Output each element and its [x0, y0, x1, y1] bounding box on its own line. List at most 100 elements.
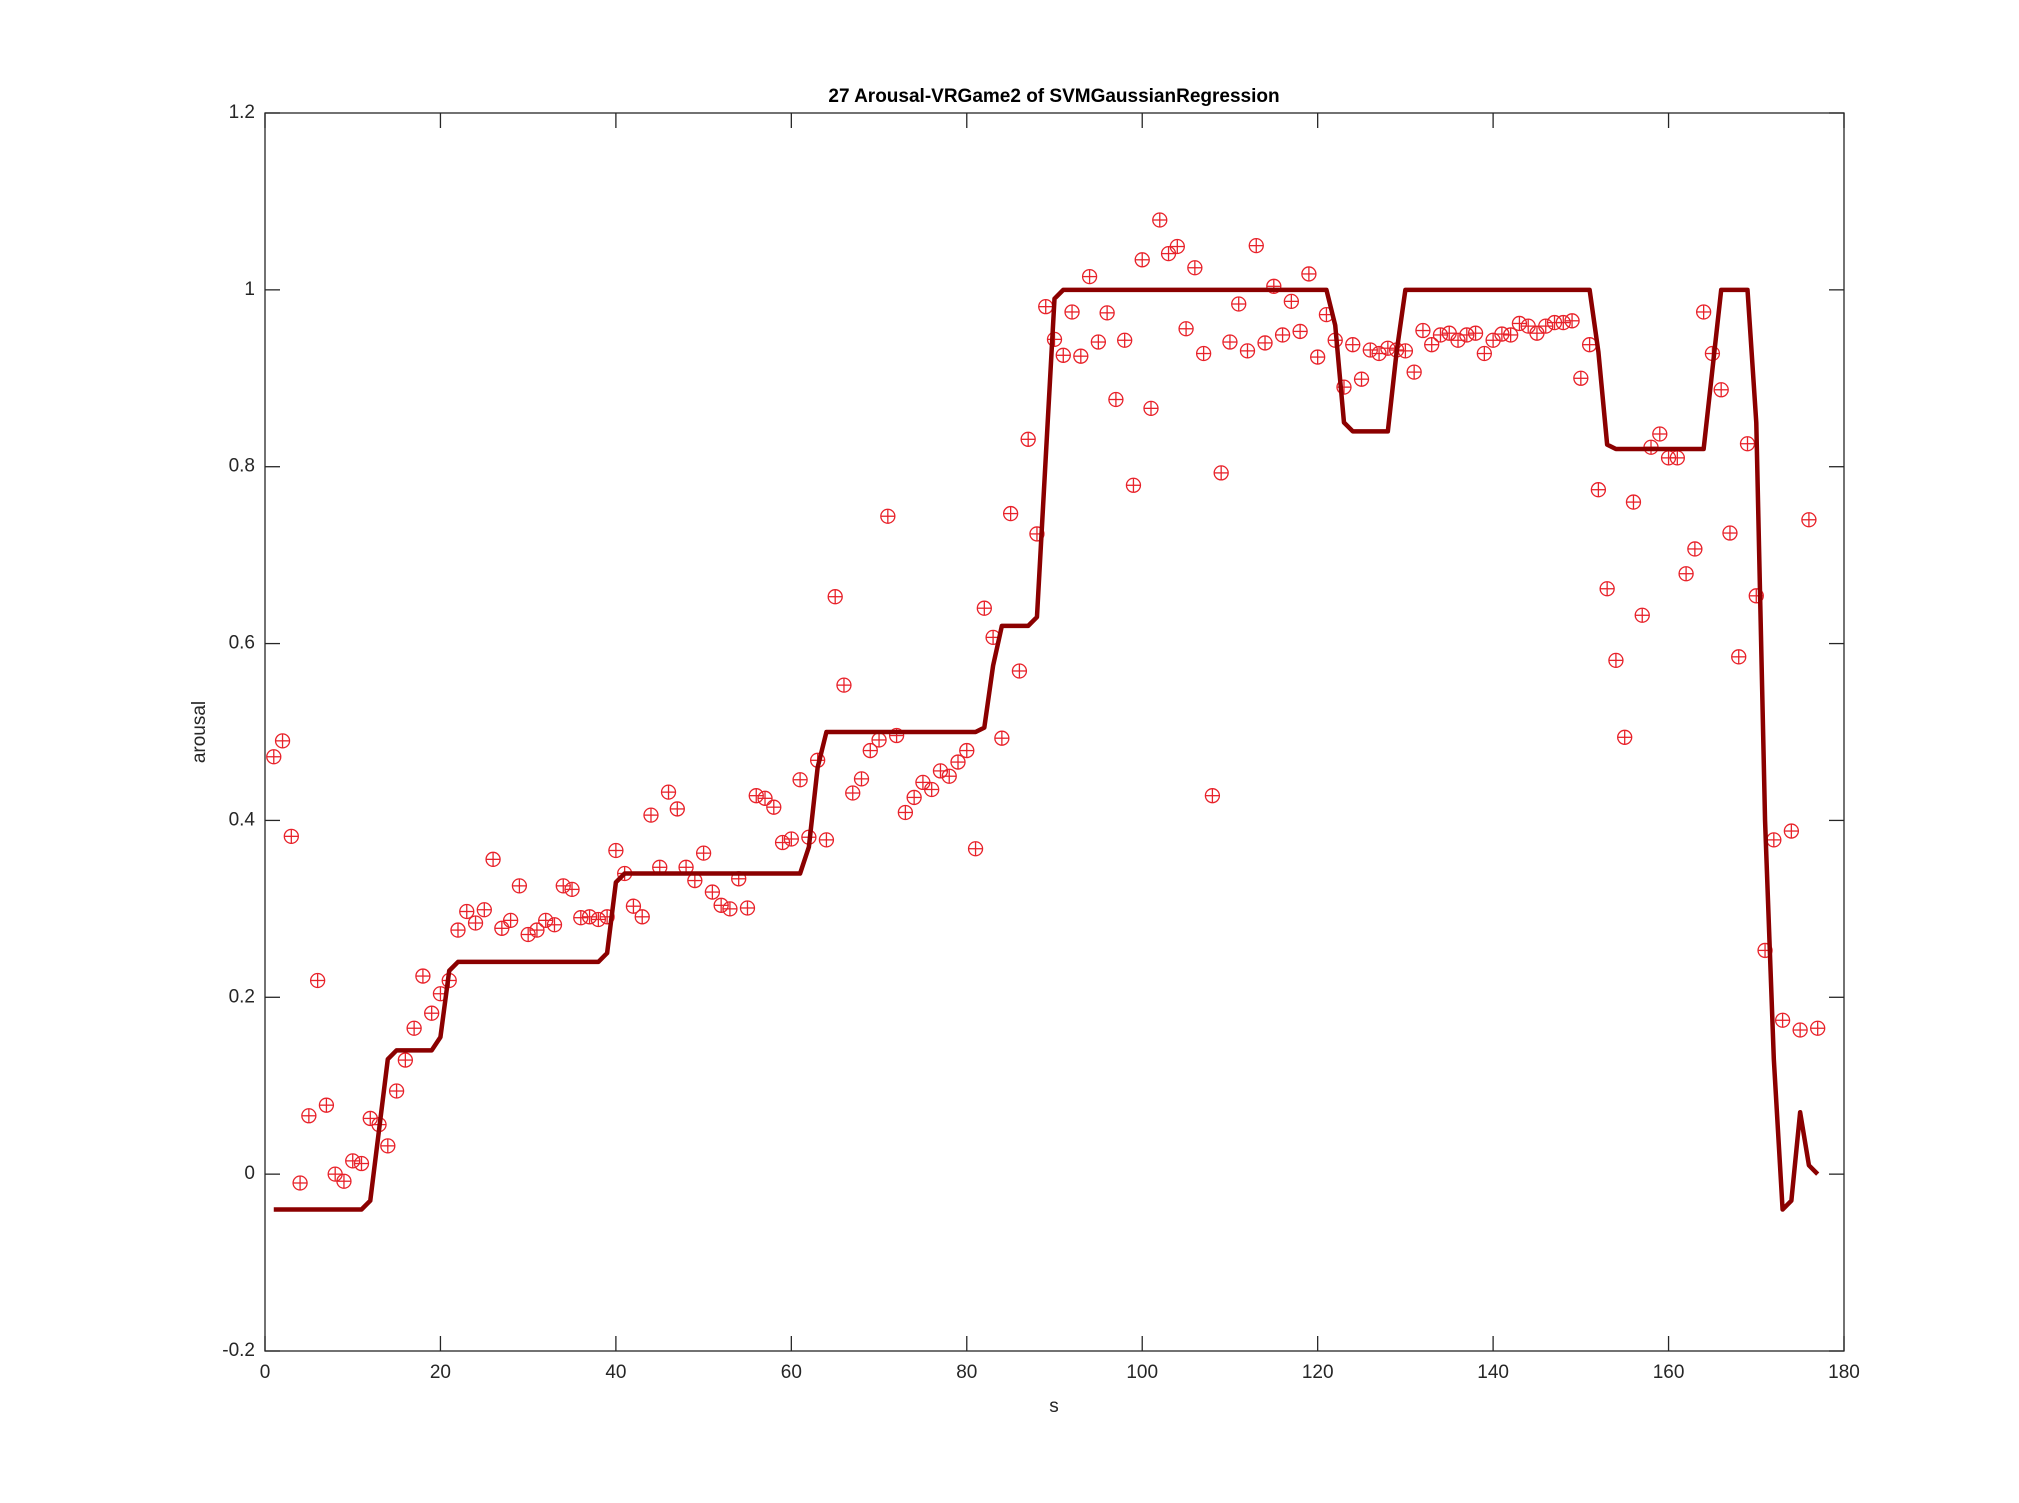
- y-tick-label: 1: [244, 279, 255, 300]
- scatter-point: [1169, 238, 1185, 255]
- scatter-point: [1292, 323, 1308, 340]
- scatter-point: [853, 771, 870, 787]
- scatter-point: [1608, 652, 1624, 669]
- scatter-point: [1195, 345, 1212, 362]
- scatter-point: [380, 1138, 396, 1154]
- scatter-point: [941, 768, 957, 784]
- scatter-point: [906, 789, 922, 806]
- x-tick-label: 180: [1828, 1362, 1860, 1383]
- y-tick-label: 0.8: [229, 456, 255, 477]
- scatter-point: [1783, 823, 1800, 839]
- scatter-point: [950, 754, 966, 770]
- scatter-point: [511, 878, 528, 894]
- scatter-point: [608, 842, 624, 859]
- scatter-point: [1353, 371, 1370, 387]
- scatter-point: [1073, 348, 1089, 364]
- scatter-point: [476, 902, 492, 918]
- scatter-point: [1511, 315, 1528, 332]
- scatter-point: [1187, 260, 1203, 276]
- scatter-point: [1257, 335, 1273, 351]
- scatter-point: [467, 915, 484, 931]
- y-tick-label: 0.4: [229, 809, 256, 830]
- scatter-point: [555, 878, 571, 894]
- scatter-point: [1634, 607, 1650, 623]
- scatter-point: [739, 900, 756, 916]
- scatter-point: [845, 785, 861, 801]
- scatter-point: [643, 807, 659, 823]
- scatter-point: [1152, 212, 1168, 228]
- scatter-point: [266, 749, 282, 765]
- scatter-point: [695, 845, 712, 861]
- scatter-point: [502, 912, 519, 929]
- x-tick-label: 60: [781, 1362, 802, 1383]
- scatter-point: [1310, 349, 1326, 365]
- scatter-point: [494, 920, 510, 936]
- scatter-point: [967, 841, 984, 857]
- scatter-point: [292, 1175, 308, 1191]
- scatter-point: [1090, 334, 1107, 350]
- scatter-point: [520, 926, 536, 943]
- scatter-point: [564, 881, 580, 898]
- scatter-point: [1283, 293, 1299, 310]
- x-tick-label: 100: [1126, 1362, 1158, 1383]
- scatter-point: [1406, 364, 1422, 380]
- scatter-point: [888, 727, 905, 744]
- scatter-point: [1274, 327, 1291, 343]
- x-tick-label: 140: [1477, 1362, 1509, 1383]
- scatter-point: [1687, 541, 1703, 557]
- scatter-point: [976, 600, 992, 616]
- scatter-point: [897, 804, 914, 821]
- scatter-point: [783, 831, 799, 847]
- scatter-point: [1731, 649, 1747, 665]
- scatter-point: [1002, 505, 1019, 522]
- scatter-point: [1064, 304, 1080, 320]
- scatter-point: [450, 922, 466, 938]
- x-axis-label: s: [1049, 1396, 1059, 1417]
- scatter-point: [283, 828, 299, 844]
- scatter-point: [336, 1173, 352, 1189]
- x-tick-label: 160: [1653, 1362, 1685, 1383]
- scatter-point: [1722, 525, 1738, 541]
- scatter-point: [766, 799, 782, 815]
- x-tick-label: 80: [956, 1362, 977, 1383]
- scatter-point: [1573, 370, 1589, 386]
- y-tick-label: 0.2: [229, 986, 255, 1007]
- scatter-point: [1766, 832, 1782, 848]
- scatter-point: [573, 910, 589, 926]
- scatter-point: [924, 781, 940, 798]
- scatter-point: [1599, 581, 1615, 597]
- scatter-point: [1380, 340, 1396, 356]
- scatter-point: [1125, 477, 1142, 493]
- scatter-point: [1301, 266, 1317, 282]
- y-tick-label: -0.2: [222, 1340, 255, 1361]
- scatter-point: [1459, 327, 1475, 343]
- scatter-point: [827, 589, 843, 605]
- scatter-point: [590, 911, 606, 928]
- scatter-point: [1538, 318, 1554, 334]
- scatter-point: [1713, 382, 1729, 398]
- scatter-point: [774, 834, 791, 851]
- scatter-point: [309, 972, 326, 989]
- scatter-point: [1590, 482, 1607, 498]
- scatter-point: [1134, 252, 1150, 268]
- scatter-point: [1529, 325, 1545, 341]
- scatter-point: [1099, 305, 1115, 321]
- axes-box: [264, 112, 1845, 1352]
- scatter-point: [1441, 325, 1457, 341]
- scatter-point: [625, 898, 642, 914]
- scatter-point: [406, 1020, 422, 1036]
- scatter-point: [959, 742, 975, 759]
- scatter-point: [994, 730, 1010, 746]
- scatter-point: [704, 884, 721, 900]
- scatter-point: [1564, 313, 1580, 329]
- scatter-point: [1652, 426, 1668, 442]
- scatter-point: [792, 772, 808, 788]
- scatter-point: [274, 733, 291, 749]
- scatter-point: [1397, 343, 1414, 359]
- scatter-point: [1038, 299, 1054, 315]
- scatter-point: [345, 1153, 361, 1169]
- scatter-point: [1239, 343, 1256, 359]
- scatter-point: [722, 901, 738, 917]
- scatter-point: [1415, 322, 1431, 339]
